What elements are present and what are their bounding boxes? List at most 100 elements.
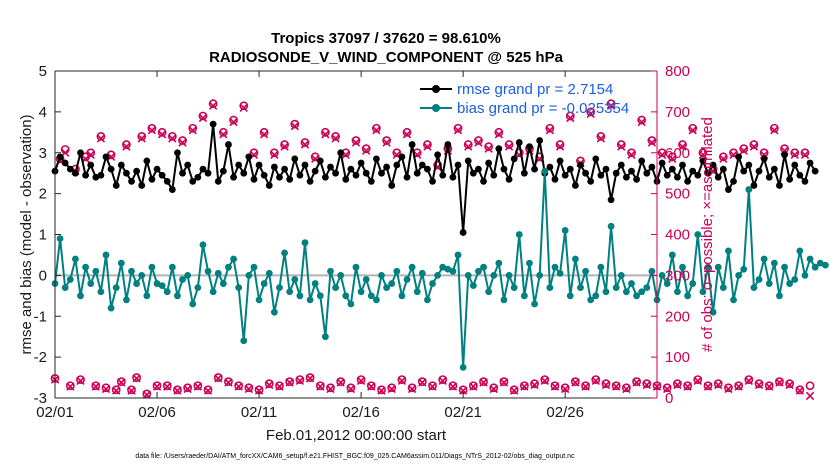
rmse-point [158, 171, 166, 179]
obs-assimilated-stroke [770, 126, 779, 135]
rmse-point [189, 177, 197, 185]
obs-assimilated-marker [336, 378, 345, 387]
bias-point [551, 263, 559, 271]
bias-point [429, 280, 436, 287]
obs-possible-marker [484, 142, 494, 152]
bias-point [612, 284, 620, 292]
obs-assimilated-stroke [428, 382, 437, 391]
bias-point [184, 271, 192, 279]
rmse-point [337, 149, 345, 157]
obs-assimilated-marker [147, 126, 157, 135]
obs-assimilated-marker [137, 134, 146, 143]
x-tick-label: 02/11 [241, 404, 277, 421]
obs-possible-marker [504, 140, 514, 149]
rmse-point [444, 141, 452, 148]
obs-possible-marker [218, 127, 228, 137]
obs-assimilated-stroke [765, 382, 774, 391]
bias-point [755, 276, 763, 283]
obs-possible-marker [560, 383, 570, 393]
bias-point [66, 276, 74, 283]
obs-assimilated-stroke [673, 380, 682, 390]
rmse-point [77, 149, 84, 157]
rmse-point [515, 139, 523, 146]
rmse-point [505, 175, 513, 183]
obs-possible-marker [372, 123, 381, 133]
bias-point [602, 288, 610, 296]
obs-possible-marker [407, 383, 417, 393]
bias-point [500, 296, 508, 304]
bias-point [597, 263, 605, 271]
rmse-point [362, 169, 370, 177]
obs-possible-marker [734, 381, 744, 391]
obs-assimilated-stroke [703, 382, 713, 391]
bias-point [816, 259, 824, 267]
obs-possible-marker [627, 148, 636, 158]
obs-possible-marker [739, 144, 749, 154]
obs-assimilated-stroke [647, 138, 657, 147]
obs-possible-marker [193, 381, 203, 391]
bias-point [204, 267, 212, 275]
bias-point [311, 280, 319, 287]
obs-assimilated-marker [229, 117, 238, 127]
obs-possible-marker [351, 136, 361, 145]
obs-possible-marker [361, 144, 371, 154]
obs-assimilated-marker [474, 138, 483, 147]
rmse-point [796, 171, 804, 179]
legend-bias-label: bias grand pr = -0.025354 [457, 100, 629, 117]
obs-assimilated-marker [295, 376, 305, 385]
obs-assimilated-stroke [382, 138, 391, 147]
bias-point [138, 271, 146, 279]
obs-possible-marker [397, 375, 407, 385]
obs-assimilated-marker [479, 378, 488, 387]
rmse-point [352, 171, 360, 179]
obs-assimilated-marker [581, 382, 590, 391]
bias-point [393, 267, 401, 275]
obs-assimilated-stroke [464, 142, 473, 151]
obs-possible-marker [417, 377, 427, 387]
rmse-point [582, 169, 589, 177]
rmse-point [546, 163, 554, 171]
rmse-point [556, 157, 564, 165]
obs-assimilated-marker [356, 376, 366, 385]
obs-assimilated-stroke [362, 146, 371, 155]
obs-assimilated-stroke [387, 384, 396, 394]
obs-assimilated-marker [683, 382, 692, 391]
obs-possible-marker [673, 379, 682, 389]
y-right-tick-label: 700 [665, 104, 690, 121]
obs-assimilated-stroke [438, 376, 447, 385]
bias-point [515, 231, 523, 238]
obs-assimilated-marker [163, 382, 172, 391]
obs-assimilated-marker [596, 134, 606, 143]
obs-assimilated-stroke [591, 376, 600, 385]
rmse-point [429, 177, 436, 185]
rmse-point [526, 143, 533, 151]
bias-point [811, 263, 819, 271]
obs-possible-marker [519, 381, 529, 391]
bias-point [403, 276, 411, 283]
obs-assimilated-stroke [305, 374, 315, 383]
obs-possible-marker [300, 138, 310, 147]
obs-possible-marker [611, 381, 621, 391]
obs-assimilated-marker [489, 384, 498, 394]
rmse-point [439, 171, 447, 179]
bias-point [194, 284, 202, 292]
obs-assimilated-stroke [137, 134, 146, 143]
obs-assimilated-stroke [509, 386, 519, 395]
obs-assimilated-stroke [311, 154, 320, 164]
obs-possible-marker [662, 383, 672, 393]
bias-point [72, 255, 79, 263]
rmse-point [730, 177, 737, 185]
obs-possible-marker [744, 375, 754, 385]
obs-assimilated-marker [612, 382, 621, 391]
rmse-point [306, 177, 314, 185]
obs-assimilated-stroke [122, 142, 131, 151]
obs-assimilated-stroke [367, 382, 376, 391]
obs-assimilated-stroke [474, 138, 483, 147]
bias-point [765, 280, 773, 287]
rmse-point [97, 171, 105, 179]
obs-assimilated-stroke [214, 374, 223, 383]
obs-assimilated-marker [157, 130, 167, 139]
obs-possible-marker [540, 375, 550, 385]
obs-assimilated-stroke [668, 154, 677, 164]
bias-point [638, 288, 646, 296]
